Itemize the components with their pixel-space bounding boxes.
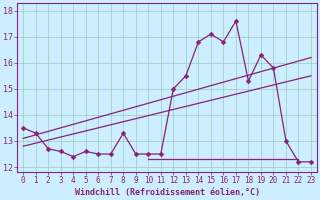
X-axis label: Windchill (Refroidissement éolien,°C): Windchill (Refroidissement éolien,°C): [75, 188, 260, 197]
